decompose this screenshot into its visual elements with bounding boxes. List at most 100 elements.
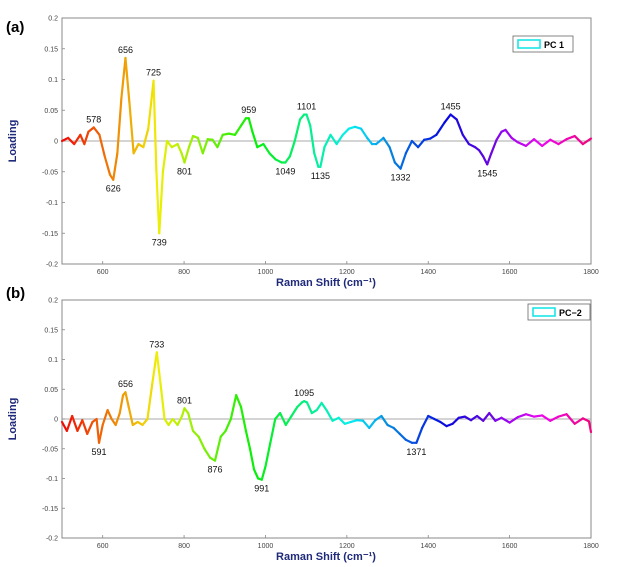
series-segment [128, 102, 135, 155]
series-segment [95, 417, 101, 444]
series-segment [239, 117, 248, 127]
series-segment [187, 134, 195, 149]
series-segment [398, 432, 407, 441]
series-segment [524, 138, 536, 148]
peak-label: 578 [86, 114, 101, 124]
series-segment [211, 138, 219, 149]
y-tick-label: -0.2 [46, 536, 58, 543]
series-segment [392, 426, 401, 435]
peak-label: 959 [241, 105, 256, 115]
y-tick-label: -0.05 [42, 169, 58, 176]
y-tick-label: 0.15 [44, 327, 58, 334]
series-segment [120, 56, 127, 100]
series-segment [382, 136, 391, 149]
series-segment [146, 382, 154, 421]
series-segment [73, 133, 82, 146]
series-segment [239, 406, 248, 432]
series-segment [388, 146, 396, 164]
y-tick-label: -0.1 [46, 200, 58, 207]
series-segment [86, 420, 94, 435]
series-segment [97, 423, 104, 444]
series-segment [180, 407, 186, 418]
series-segment [323, 133, 332, 149]
peak-label: 739 [152, 237, 167, 247]
peak-label: 876 [207, 465, 222, 475]
series-segment [155, 351, 162, 385]
y-tick-label: 0.1 [48, 77, 58, 84]
series-segment [573, 134, 584, 146]
series-segment [549, 415, 560, 422]
series-segment [449, 113, 458, 121]
series-segment [504, 128, 513, 140]
peak-label: 1332 [391, 173, 411, 183]
series-segment [224, 417, 232, 432]
series-segment [197, 435, 206, 450]
series-segment [320, 401, 328, 412]
series-segment [279, 411, 287, 427]
series-segment [486, 152, 493, 166]
series-segment [60, 136, 70, 143]
series-segment [124, 56, 131, 106]
series-segment [475, 414, 485, 422]
series-segment [213, 435, 222, 462]
panel-b-legend-label: PC−2 [559, 308, 582, 318]
series-segment [201, 138, 209, 155]
series-segment [488, 411, 497, 422]
series-segment [161, 139, 169, 173]
series-segment [158, 170, 165, 235]
series-segment [233, 124, 243, 136]
panel-a-label: (a) [6, 19, 24, 36]
series-segment [216, 133, 224, 149]
series-segment [262, 142, 271, 155]
series-segment [171, 417, 179, 427]
peak-label: 656 [118, 379, 133, 389]
panel-b: (b) 0.2 0.15 0.1 0.05 0 -0.05 -0.1 -0.15 -0.2 60… [6, 285, 599, 563]
series-segment [176, 142, 183, 155]
panel-a-legend-label: PC 1 [544, 40, 564, 50]
series-segment [305, 113, 312, 127]
series-segment [433, 417, 442, 424]
series-segment [268, 152, 277, 161]
series-segment [366, 136, 374, 146]
y-tick-label: 0 [54, 139, 58, 146]
series-segment [103, 155, 112, 176]
series-segment [76, 419, 84, 432]
series-segment [305, 401, 313, 415]
series-segment [293, 118, 302, 143]
series-segment [248, 447, 256, 471]
y-tick-label: 0.2 [48, 16, 58, 23]
peak-label: 1371 [406, 447, 426, 457]
y-tick-label: 0 [54, 417, 58, 424]
series-segment [147, 79, 155, 130]
series-segment [203, 447, 212, 459]
panel-a-legend-swatch [517, 39, 541, 49]
series-segment [83, 130, 90, 146]
peak-label: 733 [149, 339, 164, 349]
series-segment [541, 138, 552, 148]
series-segment [368, 419, 377, 430]
series-segment [494, 416, 503, 422]
series-segment [229, 394, 238, 421]
series-segment [399, 152, 407, 170]
series-segment [508, 416, 519, 424]
series-segment [106, 408, 113, 421]
y-tick-label: -0.15 [42, 231, 58, 238]
series-segment [319, 146, 326, 168]
panel-a-legend: PC 1 [512, 35, 574, 53]
series-segment [284, 414, 293, 427]
series-segment [142, 127, 150, 149]
peak-label: 725 [146, 68, 161, 78]
series-segment [79, 133, 86, 146]
series-segment [516, 413, 527, 419]
series-segment [260, 465, 267, 481]
series-segment [274, 158, 283, 164]
series-segment [92, 126, 101, 136]
series-segment [87, 126, 95, 133]
peak-label: 1545 [477, 168, 497, 178]
x-tick-label: 1600 [502, 543, 518, 550]
series-segment [98, 133, 106, 158]
series-segment [151, 351, 158, 385]
panel-b-x-ticks: 600 800 1000 1200 1400 1600 1800 [97, 535, 599, 550]
series-segment [191, 429, 200, 438]
